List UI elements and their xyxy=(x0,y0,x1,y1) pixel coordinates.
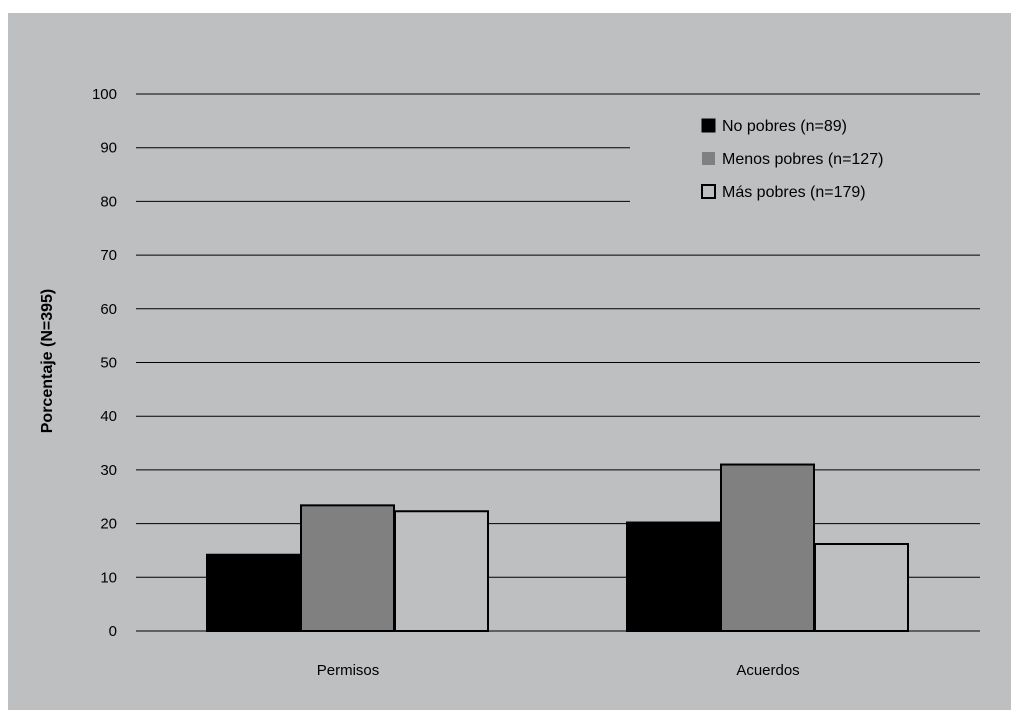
y-tick-label-0: 0 xyxy=(109,623,117,640)
gridlines xyxy=(136,93,980,632)
y-tick-label-40: 40 xyxy=(100,408,117,425)
legend-swatch-2 xyxy=(702,152,715,165)
y-tick-label-20: 20 xyxy=(100,516,117,533)
legend-label-2: Menos pobres (n=127) xyxy=(722,151,883,168)
y-tick-label-70: 70 xyxy=(100,247,117,264)
y-axis-tick-labels: 0 10 20 30 40 50 60 70 80 90 100 xyxy=(92,86,117,640)
bar-permisos-series-1 xyxy=(206,553,301,632)
legend-label-3: Más pobres (n=179) xyxy=(722,184,866,201)
y-tick-label-50: 50 xyxy=(100,355,117,372)
bar-acuerdos-series-3 xyxy=(814,543,909,632)
x-category-label-permisos: Permisos xyxy=(317,662,380,679)
y-tick-label-80: 80 xyxy=(100,193,117,210)
y-tick-label-60: 60 xyxy=(100,301,117,318)
legend-swatch-3 xyxy=(701,184,716,199)
bars xyxy=(206,463,909,633)
legend: No pobres (n=89) Menos pobres (n=127) Más … xyxy=(701,118,883,201)
bar-acuerdos-series-1 xyxy=(626,521,721,632)
y-tick-label-30: 30 xyxy=(100,462,117,479)
legend-label-1: No pobres (n=89) xyxy=(722,118,847,135)
y-tick-label-10: 10 xyxy=(100,569,117,586)
legend-swatch-1 xyxy=(701,118,716,133)
bar-permisos-series-3 xyxy=(394,510,489,632)
y-axis-title: Porcentaje (N=395) xyxy=(39,289,56,434)
y-tick-label-90: 90 xyxy=(100,140,117,157)
bar-permisos-series-2 xyxy=(300,504,395,633)
x-axis-category-labels: Permisos Acuerdos xyxy=(317,662,800,679)
y-tick-label-100: 100 xyxy=(92,86,117,103)
x-category-label-acuerdos: Acuerdos xyxy=(736,662,799,679)
bar-acuerdos-series-2 xyxy=(720,463,815,632)
